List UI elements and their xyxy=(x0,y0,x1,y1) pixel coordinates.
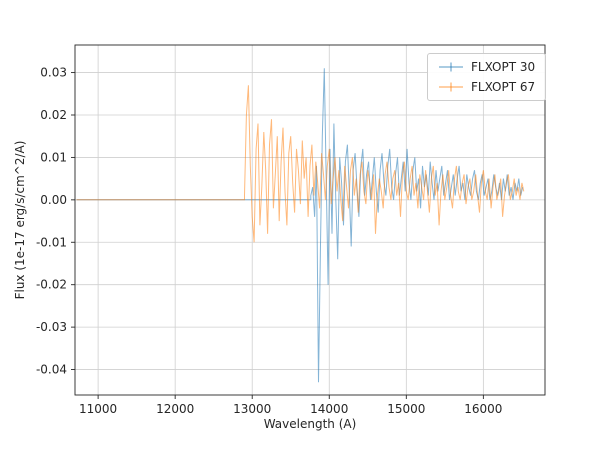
y-tick-label: -0.03 xyxy=(36,320,67,334)
axes-frame xyxy=(74,44,546,396)
y-tick-label: -0.02 xyxy=(36,278,67,292)
y-tick-label: 0.03 xyxy=(40,66,67,80)
legend: FLXOPT 30 FLXOPT 67 xyxy=(427,53,547,101)
y-tick-label: 0.01 xyxy=(40,150,67,164)
y-axis-label: Flux (1e-17 erg/s/cm^2/A) xyxy=(13,140,27,300)
legend-entry: FLXOPT 67 xyxy=(438,80,535,94)
legend-entry: FLXOPT 30 xyxy=(438,60,535,74)
x-tick-label: 13000 xyxy=(233,402,271,416)
y-tick-label: -0.04 xyxy=(36,363,67,377)
x-axis-label: Wavelength (A) xyxy=(263,417,357,431)
series-line-1 xyxy=(76,85,525,243)
y-tick-label: 0.00 xyxy=(40,193,67,207)
x-tick-label: 11000 xyxy=(79,402,117,416)
legend-line-icon xyxy=(439,82,463,92)
x-tick-label: 14000 xyxy=(310,402,348,416)
y-tick-label: -0.01 xyxy=(36,235,67,249)
x-tick-label: 16000 xyxy=(464,402,502,416)
legend-label: FLXOPT 67 xyxy=(471,80,536,94)
legend-label: FLXOPT 30 xyxy=(471,60,536,74)
x-tick-label: 12000 xyxy=(156,402,194,416)
y-tick-label: 0.02 xyxy=(40,108,67,122)
legend-line-icon xyxy=(439,62,463,72)
x-tick-label: 15000 xyxy=(387,402,425,416)
